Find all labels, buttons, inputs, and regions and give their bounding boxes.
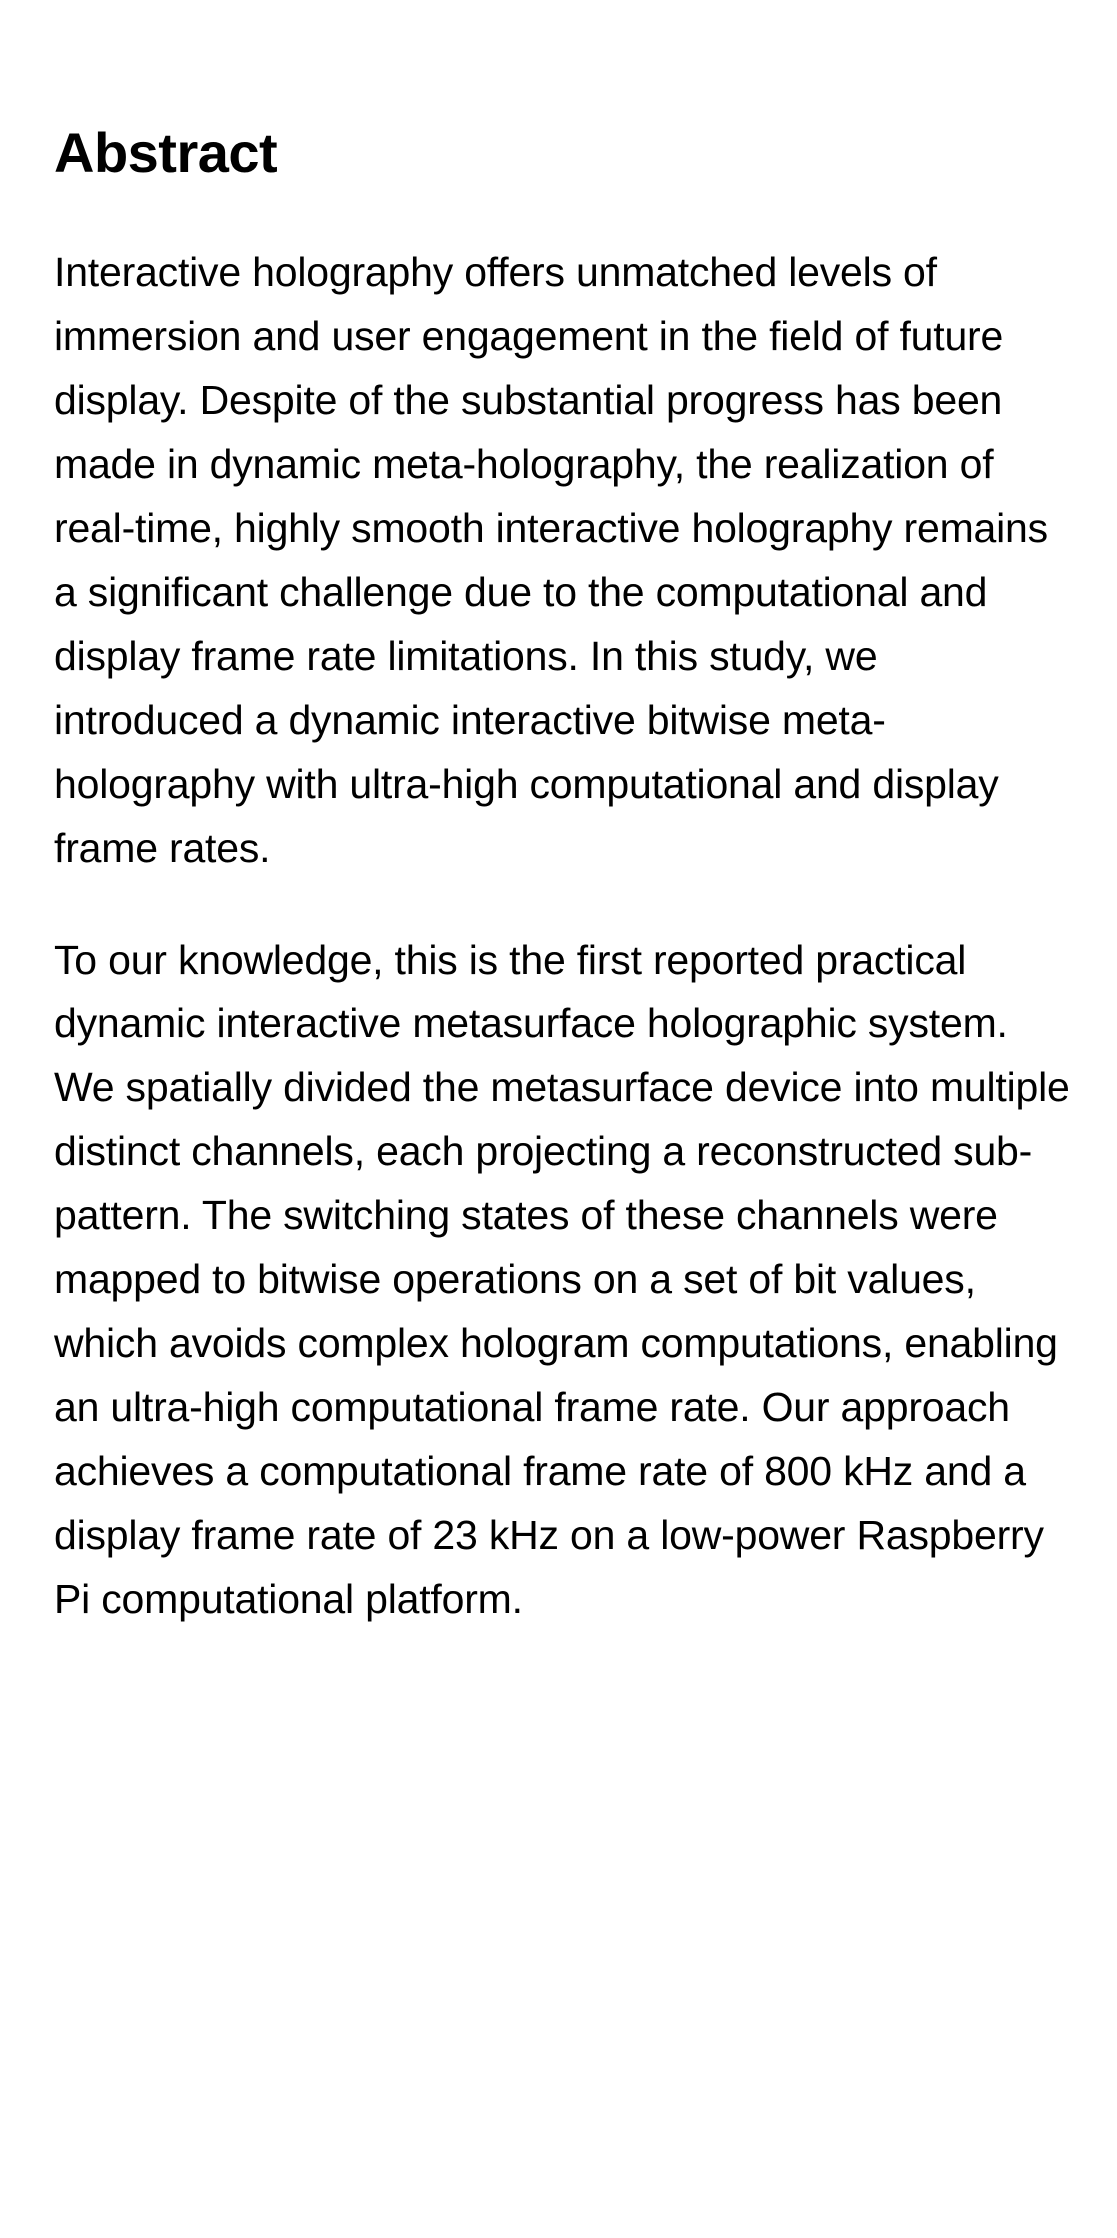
- abstract-heading: Abstract: [54, 120, 1077, 185]
- abstract-paragraph-1: Interactive holography offers unmatched …: [54, 241, 1077, 881]
- abstract-paragraph-2: To our knowledge, this is the first repo…: [54, 929, 1077, 1632]
